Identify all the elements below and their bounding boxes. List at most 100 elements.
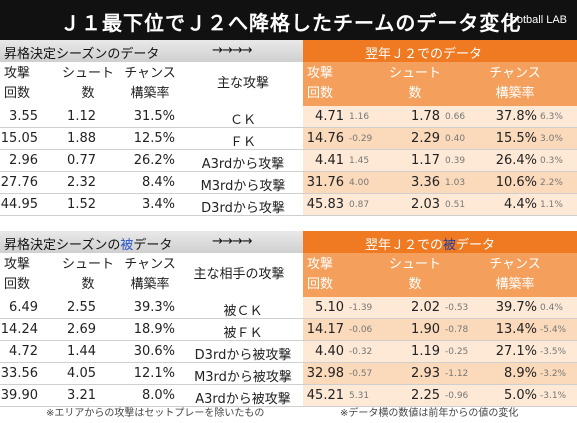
- next-shoot-count: 2.03: [411, 197, 440, 212]
- attack-type: M3rdから攻撃: [200, 179, 286, 194]
- attack-type: 被ＣＫ: [223, 304, 263, 319]
- promotion-season-label: 昇格決定シーズンのデータ: [4, 47, 160, 62]
- footnote-right: ※データ横の数値は前年からの値の変化: [340, 408, 519, 419]
- attack-type: ＦＫ: [229, 135, 256, 150]
- next-year-conceded-label: 翌年Ｊ２での被データ: [365, 238, 496, 253]
- arrows: →→→→: [212, 43, 253, 58]
- attack-type: D3rdから被攻撃: [194, 348, 292, 363]
- next-shoot-change: -1.12: [445, 369, 469, 379]
- shoot-count: 1.44: [67, 344, 96, 359]
- shoot-count: 1.12: [67, 109, 96, 124]
- table-row: 14.24 2.69 18.9% 被ＦＫ 14.17 1.90 13.4% -0.06 -0.7…: [0, 319, 577, 341]
- attack-count: 6.49: [9, 300, 38, 315]
- next-chance-change: 3.0%: [540, 134, 563, 144]
- next-attack-change: 1.45: [349, 156, 370, 166]
- title-bar: Ｊ１最下位でＪ２へ降格したチームのデータ変化 Football LAB: [0, 0, 577, 40]
- conceded-section-band: 昇格決定シーズンの被データ →→→→ 翌年Ｊ２での被データ: [0, 231, 577, 253]
- next-chance-change: -3.2%: [540, 369, 567, 379]
- chance-rate: 12.1%: [133, 366, 175, 381]
- table-row: 39.90 3.21 8.0% A3rdから被攻撃 45.21 2.25 5.0% 5.31 -…: [0, 385, 577, 407]
- next-chance-rate: 8.9%: [503, 366, 537, 381]
- attack-count: 4.72: [9, 344, 38, 359]
- table-row: 3.55 1.12 31.5% ＣＫ 4.71 1.78 37.8% 1.16 0.66 6.3%: [0, 106, 577, 128]
- header-opponent-attack-type: 主な相手の攻撃: [193, 267, 285, 282]
- header-next-attack-count: 攻撃 回数: [306, 66, 333, 101]
- shoot-count: 2.69: [67, 322, 96, 337]
- attack-count: 3.55: [9, 109, 38, 124]
- next-chance-rate: 13.4%: [495, 322, 537, 337]
- next-attack-change: 4.00: [349, 178, 370, 188]
- next-attack-count: 4.71: [315, 109, 344, 124]
- brand-logo: Football LAB: [504, 14, 567, 26]
- header-next-shoot-count: シュート数: [388, 66, 441, 101]
- next-shoot-change: 0.51: [445, 200, 466, 210]
- next-attack-count: 14.17: [306, 322, 344, 337]
- header-chance-rate: チャンス 構築率: [124, 66, 176, 101]
- header-attack-count: 攻撃 回数: [4, 257, 31, 292]
- next-shoot-change: 0.40: [445, 134, 466, 144]
- next-attack-change: 1.16: [349, 112, 370, 122]
- next-shoot-change: 1.03: [445, 178, 466, 188]
- next-chance-rate: 37.8%: [495, 109, 537, 124]
- chance-rate: 8.4%: [141, 175, 175, 190]
- promotion-season-conceded-label: 昇格決定シーズンの被データ: [4, 238, 173, 253]
- table-row: 33.56 4.05 12.1% M3rdから被攻撃 32.98 2.93 8.9% -0.5…: [0, 363, 577, 385]
- header-attack-count: 攻撃 回数: [4, 66, 31, 101]
- attack-type: D3rdから攻撃: [201, 201, 285, 216]
- shoot-count: 0.77: [67, 153, 96, 168]
- chance-rate: 3.4%: [141, 197, 175, 212]
- shoot-count: 1.88: [67, 131, 96, 146]
- next-attack-count: 5.10: [315, 300, 344, 315]
- attack-count: 39.90: [0, 388, 38, 403]
- table-row: 15.05 1.88 12.5% ＦＫ 14.76 2.29 15.5% -0.29 0.40 3…: [0, 128, 577, 150]
- next-shoot-change: -0.78: [445, 325, 469, 335]
- attack-count: 44.95: [0, 197, 38, 212]
- header-shoot-count: シュート数: [61, 66, 114, 101]
- chance-rate: 12.5%: [133, 131, 175, 146]
- next-chance-change: 1.1%: [540, 200, 563, 210]
- arrows: →→→→: [212, 234, 253, 249]
- next-shoot-change: -0.96: [445, 391, 469, 401]
- next-attack-count: 45.21: [306, 388, 344, 403]
- next-shoot-count: 1.17: [411, 153, 440, 168]
- table-row: 27.76 2.32 8.4% M3rdから攻撃 31.76 3.36 10.6% 4.00 1…: [0, 172, 577, 194]
- next-attack-count: 32.98: [306, 366, 344, 381]
- chance-rate: 31.5%: [133, 109, 175, 124]
- next-attack-change: -0.57: [349, 369, 373, 379]
- next-chance-change: -3.5%: [540, 347, 567, 357]
- attack-type: A3rdから被攻撃: [195, 392, 291, 407]
- shoot-count: 2.32: [67, 175, 96, 190]
- chance-rate: 39.3%: [133, 300, 175, 315]
- shoot-count: 4.05: [67, 366, 96, 381]
- attack-type: M3rdから被攻撃: [194, 370, 292, 385]
- attack-count: 14.24: [0, 322, 38, 337]
- next-attack-count: 4.40: [315, 344, 344, 359]
- next-attack-change: 5.31: [349, 391, 370, 401]
- header-shoot-count: シュート数: [61, 257, 114, 292]
- next-attack-change: -0.32: [349, 347, 373, 357]
- next-attack-change: 0.87: [349, 200, 370, 210]
- next-chance-rate: 10.6%: [495, 175, 537, 190]
- next-attack-change: -0.29: [349, 134, 373, 144]
- chance-rate: 8.0%: [141, 388, 175, 403]
- next-chance-rate: 39.7%: [495, 300, 537, 315]
- next-shoot-change: 0.66: [445, 112, 466, 122]
- table-row: 2.96 0.77 26.2% A3rdから攻撃 4.41 1.17 26.4% 1.45 0.…: [0, 150, 577, 172]
- shoot-count: 1.52: [67, 197, 96, 212]
- next-chance-rate: 27.1%: [495, 344, 537, 359]
- next-shoot-change: -0.53: [445, 303, 469, 313]
- attack-count: 15.05: [0, 131, 38, 146]
- table-row: 6.49 2.55 39.3% 被ＣＫ 5.10 2.02 39.7% -1.39 -0.53 0…: [0, 297, 577, 319]
- header-attack-type: 主な攻撃: [216, 76, 269, 91]
- next-shoot-count: 2.02: [411, 300, 440, 315]
- next-attack-change: -1.39: [349, 303, 373, 313]
- next-shoot-count: 1.90: [411, 322, 440, 337]
- attack-type: A3rdから攻撃: [201, 157, 285, 172]
- next-shoot-count: 2.93: [411, 366, 440, 381]
- table-row: 44.95 1.52 3.4% D3rdから攻撃 45.83 2.03 4.4% 0.87 0.…: [0, 194, 577, 216]
- shoot-count: 3.21: [67, 388, 96, 403]
- next-attack-change: -0.06: [349, 325, 373, 335]
- next-shoot-count: 2.29: [411, 131, 440, 146]
- conceded-table-header: 攻撃 回数 シュート数 チャンス 構築率 主な相手の攻撃 攻撃 回数 シュート数 チャ…: [0, 253, 577, 297]
- next-chance-change: -3.1%: [540, 391, 567, 401]
